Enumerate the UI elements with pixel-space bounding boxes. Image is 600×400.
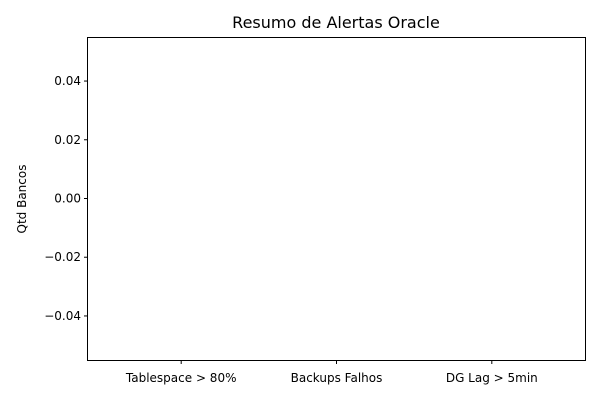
x-tick-label: Tablespace > 80% [125,371,237,385]
y-tick-label: −0.04 [44,309,81,323]
y-tick-label: 0.02 [54,133,81,147]
y-tick-label: 0.00 [54,192,81,206]
x-tick-label: Backups Falhos [291,371,383,385]
y-tick-label: −0.02 [44,250,81,264]
x-tick-label: DG Lag > 5min [446,371,538,385]
plot-frame [87,37,586,361]
chart-title: Resumo de Alertas Oracle [232,13,440,32]
y-axis-label: Qtd Bancos [15,165,29,234]
y-tick-label: 0.04 [54,74,81,88]
x-axis: Tablespace > 80% Backups Falhos DG Lag > 5… [125,360,538,385]
y-axis: 0.04 0.02 0.00 −0.02 −0.04 [44,74,88,323]
